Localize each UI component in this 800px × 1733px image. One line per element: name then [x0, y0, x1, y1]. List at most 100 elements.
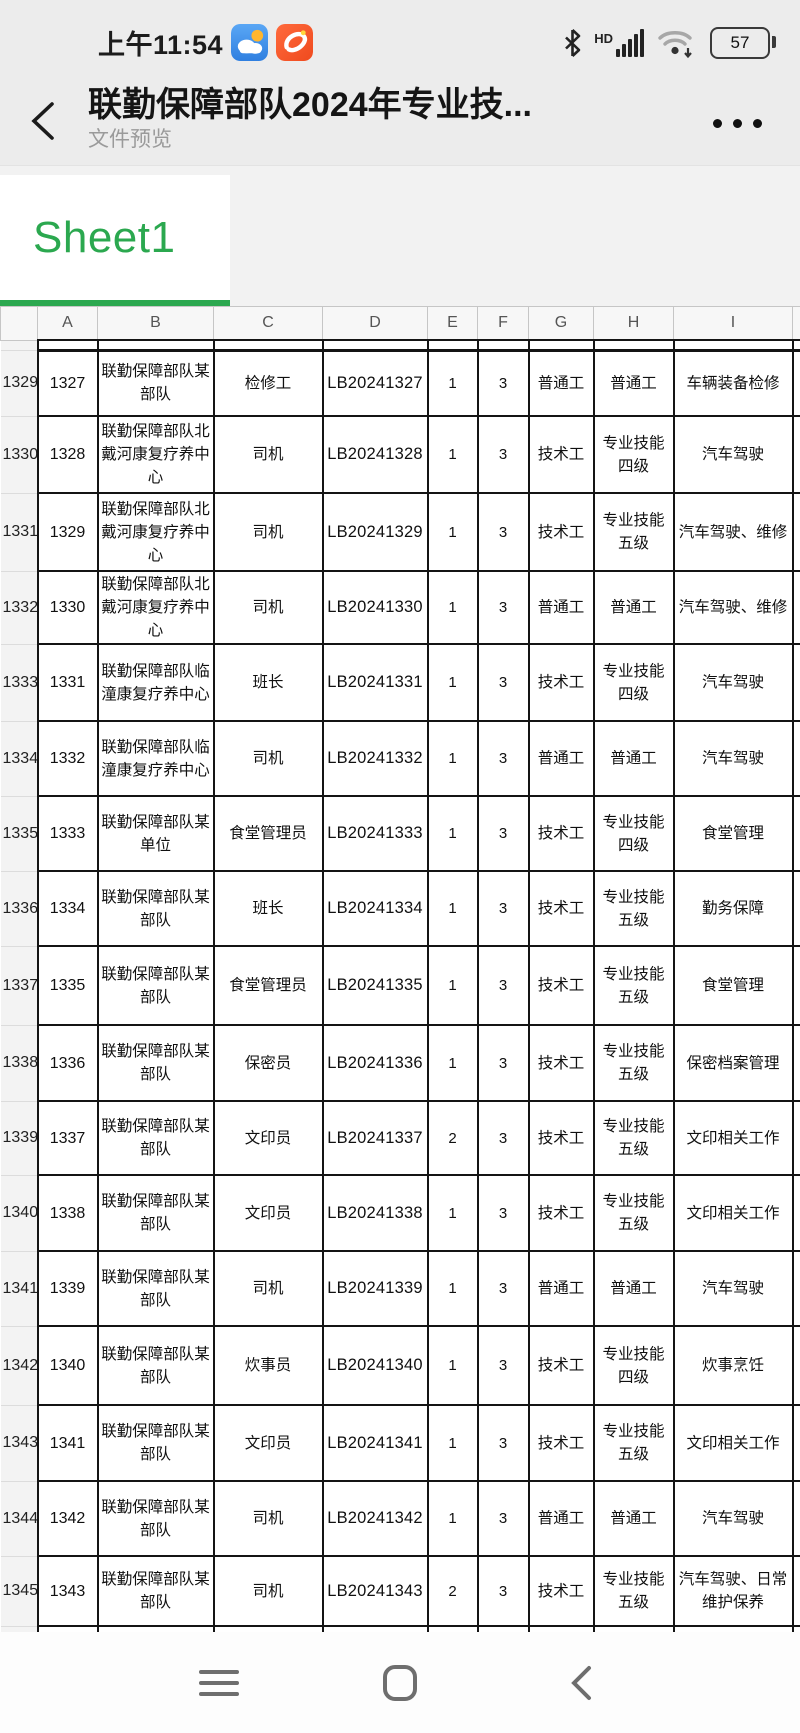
cell-d: LB20241331	[321, 643, 429, 722]
cell-e: 1	[426, 570, 479, 645]
battery-level: 57	[730, 32, 750, 52]
cell-edge	[791, 492, 800, 572]
cell-g: 技术工	[527, 492, 595, 572]
cell-d: LB20241337	[321, 1100, 429, 1176]
corner-cell	[0, 306, 38, 341]
cell-c: 检修工	[212, 349, 324, 417]
cell-e: 1	[426, 945, 479, 1026]
cell-h: 专业技能五级	[592, 870, 675, 947]
cell-g: 普通工	[527, 349, 595, 417]
cell-h: 普通工	[592, 720, 675, 797]
cell-h: 专业技能四级	[592, 643, 675, 722]
cell-f: 3	[476, 492, 530, 572]
more-options-icon[interactable]	[713, 113, 762, 133]
cell	[96, 1625, 215, 1632]
sheet-tab-bar: Sheet1	[0, 165, 800, 307]
cell-a: 1341	[36, 1404, 99, 1482]
hd-badge: HD	[594, 30, 613, 46]
row-number-cell: 1340	[0, 1175, 38, 1252]
cell-e: 1	[426, 349, 479, 417]
cell-h: 普通工	[592, 1480, 675, 1557]
cell-i: 勤务保障	[672, 870, 794, 947]
cell-edge	[791, 1555, 800, 1627]
cell-i: 文印相关工作	[672, 1404, 794, 1482]
cell-i: 食堂管理	[672, 795, 794, 872]
cell	[592, 339, 675, 352]
cell-e: 1	[426, 1480, 479, 1557]
cell-d: LB20241335	[321, 945, 429, 1026]
cell-edge	[791, 1100, 800, 1176]
cell-e: 1	[426, 643, 479, 722]
cell-h: 普通工	[592, 570, 675, 645]
table-row: 1339 1337 联勤保障部队某部队 文印员 LB20241337 2 3 技术工 专业技能五…	[0, 1100, 800, 1176]
cell-d: LB20241339	[321, 1250, 429, 1327]
cell	[672, 339, 794, 352]
table-row: 1345 1343 联勤保障部队某部队 司机 LB20241343 2 3 技术工 专业技能五级…	[0, 1555, 800, 1627]
cell-d: LB20241330	[321, 570, 429, 645]
cell-a: 1333	[36, 795, 99, 872]
column-letter: D	[322, 306, 428, 341]
cell-a: 1343	[36, 1555, 99, 1627]
cell	[527, 339, 595, 352]
cell-c: 班长	[212, 870, 324, 947]
cell-i: 车辆装备检修	[672, 349, 794, 417]
cell-d: LB20241342	[321, 1480, 429, 1557]
cell-b: 联勤保障部队某部队	[96, 349, 215, 417]
cell-c: 司机	[212, 1250, 324, 1327]
table-row: 1335 1333 联勤保障部队某单位 食堂管理员 LB20241333 1 3 技术工 专业技…	[0, 795, 800, 872]
cell-d: LB20241336	[321, 1024, 429, 1102]
cell-c: 炊事员	[212, 1325, 324, 1406]
spreadsheet-preview[interactable]: A B C D E F G H I 1329 1327 联勤保障部队某部队 检修工 LB20241327 1…	[0, 306, 800, 1632]
clock: 上午11:54	[98, 30, 224, 60]
cell-h: 普通工	[592, 1250, 675, 1327]
table-row: 1331 1329 联勤保障部队北戴河康复疗养中心 司机 LB20241329 1 3 技术工…	[0, 492, 800, 572]
cell-edge	[791, 1404, 800, 1482]
column-letter: F	[477, 306, 529, 341]
cell-f: 3	[476, 1404, 530, 1482]
cell-g: 技术工	[527, 1404, 595, 1482]
row-number-cell: 1339	[0, 1101, 38, 1176]
cell-b: 联勤保障部队某部队	[96, 870, 215, 947]
table-row: 1340 1338 联勤保障部队某部队 文印员 LB20241338 1 3 技术工 专业技能五…	[0, 1174, 800, 1252]
cell-i: 汽车驾驶	[672, 643, 794, 722]
home-icon[interactable]	[378, 1661, 422, 1705]
cell-h: 专业技能四级	[592, 1325, 675, 1406]
cell-e: 1	[426, 415, 479, 494]
cell-edge	[791, 1325, 800, 1406]
cell-h: 专业技能五级	[592, 1555, 675, 1627]
cell-b: 联勤保障部队某部队	[96, 1480, 215, 1557]
cell-f: 3	[476, 1325, 530, 1406]
cell	[592, 1625, 675, 1632]
app-header: 联勤保障部队2024年专业技... 文件预览	[0, 85, 800, 165]
cell-edge	[791, 1250, 800, 1327]
cell	[321, 1625, 429, 1632]
back-nav-icon[interactable]	[559, 1661, 603, 1705]
row-number-cell: 1336	[0, 871, 38, 947]
cell-edge	[791, 415, 800, 494]
cell-d: LB20241327	[321, 349, 429, 417]
cell-b: 联勤保障部队北戴河康复疗养中心	[96, 570, 215, 645]
cell-e: 1	[426, 1024, 479, 1102]
cell-a: 1334	[36, 870, 99, 947]
menu-icon[interactable]	[197, 1661, 241, 1705]
cell-i: 保密档案管理	[672, 1024, 794, 1102]
cell-g: 技术工	[527, 1555, 595, 1627]
cell-f: 3	[476, 1555, 530, 1627]
column-letter: A	[37, 306, 98, 341]
cell-b: 联勤保障部队北戴河康复疗养中心	[96, 492, 215, 572]
cell-a: 1335	[36, 945, 99, 1026]
cell-a: 1337	[36, 1100, 99, 1176]
cell-h: 专业技能四级	[592, 795, 675, 872]
cell-h: 专业技能五级	[592, 945, 675, 1026]
tab-sheet1[interactable]: Sheet1	[0, 175, 230, 300]
cell-g: 技术工	[527, 1325, 595, 1406]
cell-i: 汽车驾驶、维修	[672, 492, 794, 572]
column-letter: E	[427, 306, 478, 341]
column-letter: G	[528, 306, 594, 341]
cell-c: 司机	[212, 1480, 324, 1557]
back-icon[interactable]	[26, 99, 60, 143]
cell-a: 1338	[36, 1174, 99, 1252]
page-title: 联勤保障部队2024年专业技...	[88, 86, 532, 124]
column-letter: C	[213, 306, 323, 341]
